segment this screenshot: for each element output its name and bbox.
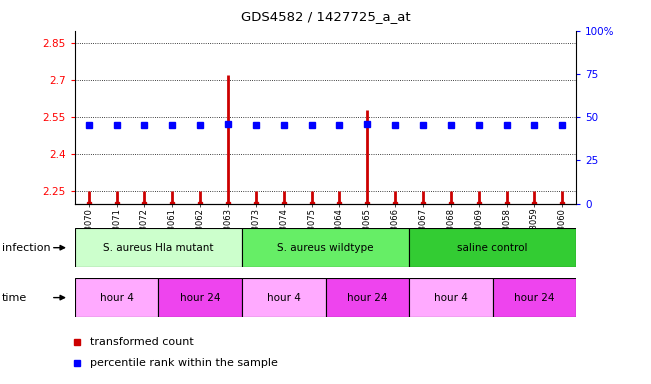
Text: percentile rank within the sample: percentile rank within the sample — [90, 358, 278, 368]
Bar — [75, 278, 158, 317]
Bar — [409, 228, 576, 267]
Bar — [409, 278, 493, 317]
Text: S. aureus Hla mutant: S. aureus Hla mutant — [103, 243, 214, 253]
Text: saline control: saline control — [458, 243, 528, 253]
Text: hour 4: hour 4 — [434, 293, 468, 303]
Text: infection: infection — [2, 243, 51, 253]
Bar — [242, 228, 409, 267]
Text: hour 24: hour 24 — [180, 293, 221, 303]
Bar — [493, 278, 576, 317]
Text: hour 4: hour 4 — [100, 293, 133, 303]
Text: transformed count: transformed count — [90, 337, 193, 347]
Text: time: time — [2, 293, 27, 303]
Bar — [242, 278, 326, 317]
Text: hour 24: hour 24 — [347, 293, 387, 303]
Bar — [158, 278, 242, 317]
Bar — [326, 278, 409, 317]
Text: hour 24: hour 24 — [514, 293, 555, 303]
Bar — [75, 228, 242, 267]
Text: GDS4582 / 1427725_a_at: GDS4582 / 1427725_a_at — [241, 10, 410, 23]
Text: S. aureus wildtype: S. aureus wildtype — [277, 243, 374, 253]
Text: hour 4: hour 4 — [267, 293, 301, 303]
